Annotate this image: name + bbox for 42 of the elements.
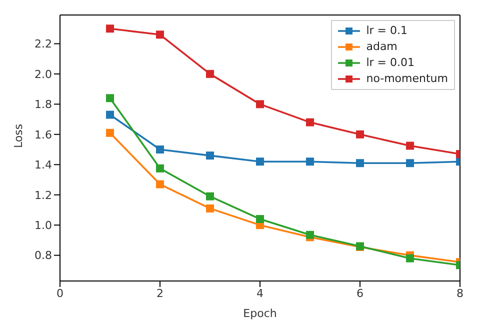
- x-tick-label: 0: [56, 286, 64, 300]
- legend-label: lr = 0.01: [366, 55, 414, 71]
- point: [156, 180, 164, 188]
- point: [106, 24, 114, 33]
- point: [106, 128, 114, 137]
- y-tick-label: 1.4: [34, 158, 52, 172]
- y-tick-label: 2.0: [34, 68, 52, 81]
- point: [206, 152, 214, 160]
- y-tick-label: 1.8: [34, 98, 52, 112]
- point: [356, 159, 364, 168]
- point: [206, 70, 214, 78]
- point: [156, 146, 164, 154]
- point: [306, 158, 314, 166]
- legend-label: adam: [366, 39, 398, 55]
- y-tick-label: 1.2: [34, 188, 52, 202]
- point: [106, 94, 114, 102]
- x-tick-label: 4: [256, 286, 264, 300]
- x-axis-title: Epoch: [243, 307, 277, 320]
- point: [206, 192, 214, 200]
- legend-label: no-momentum: [366, 71, 448, 87]
- point: [406, 159, 414, 168]
- point: [306, 118, 314, 126]
- point: [406, 254, 414, 262]
- y-axis-title: Loss: [12, 124, 25, 148]
- point: [256, 158, 264, 166]
- x-tick-label: 8: [456, 286, 464, 300]
- point: [306, 230, 314, 239]
- point: [256, 100, 264, 108]
- point: [206, 204, 214, 212]
- point: [106, 110, 114, 119]
- y-tick-label: 0.8: [34, 249, 52, 262]
- x-tick-label: 2: [156, 286, 164, 300]
- point: [156, 164, 164, 172]
- y-tick-label: 1.0: [34, 218, 52, 232]
- y-tick-label: 2.2: [34, 38, 52, 51]
- x-tick-label: 6: [356, 286, 364, 300]
- point: [406, 142, 414, 150]
- legend-label: lr = 0.1: [366, 23, 408, 39]
- y-tick-label: 1.6: [34, 128, 52, 142]
- point: [156, 30, 164, 39]
- point: [356, 130, 364, 138]
- point: [256, 215, 264, 224]
